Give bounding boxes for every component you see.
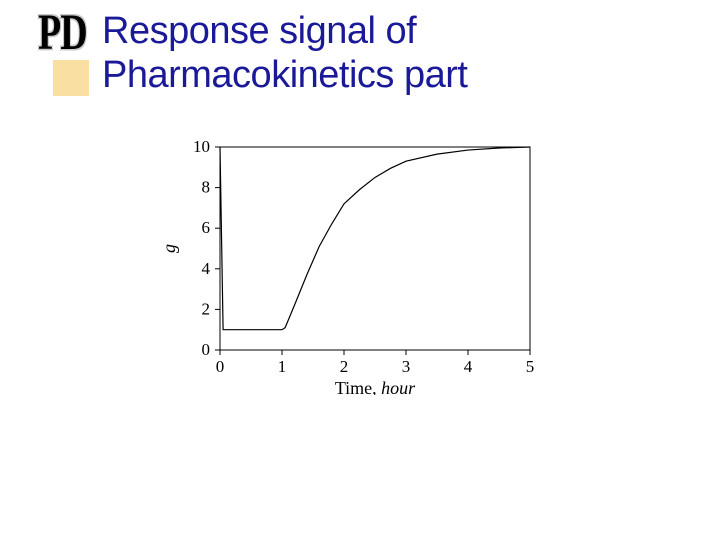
svg-text:2: 2	[202, 299, 211, 318]
svg-text:Time, hour: Time, hour	[335, 378, 416, 395]
svg-text:g: g	[159, 244, 179, 253]
title-line-1: Response signal of	[102, 10, 416, 52]
svg-text:0: 0	[216, 357, 225, 376]
chart-svg: 0 1 2 3 4 5 0 2 4 6 8 10 Time, hour g	[155, 135, 550, 395]
svg-text:3: 3	[402, 357, 411, 376]
svg-text:1: 1	[278, 357, 287, 376]
svg-text:10: 10	[193, 137, 210, 156]
title-line-2: Pharmacokinetics part	[102, 54, 467, 96]
svg-text:4: 4	[202, 259, 211, 278]
title-bullet	[53, 60, 89, 96]
slide-title: Response signal of Pharmacokinetics part	[102, 10, 467, 97]
svg-text:2: 2	[340, 357, 349, 376]
svg-text:6: 6	[202, 218, 211, 237]
pd-badge: PD	[38, 3, 87, 62]
title-block: Response signal of Pharmacokinetics part…	[30, 10, 670, 110]
svg-text:0: 0	[202, 340, 211, 359]
svg-text:8: 8	[202, 178, 211, 197]
svg-text:4: 4	[464, 357, 473, 376]
svg-text:5: 5	[526, 357, 535, 376]
pk-response-chart: 0 1 2 3 4 5 0 2 4 6 8 10 Time, hour g	[155, 135, 550, 395]
